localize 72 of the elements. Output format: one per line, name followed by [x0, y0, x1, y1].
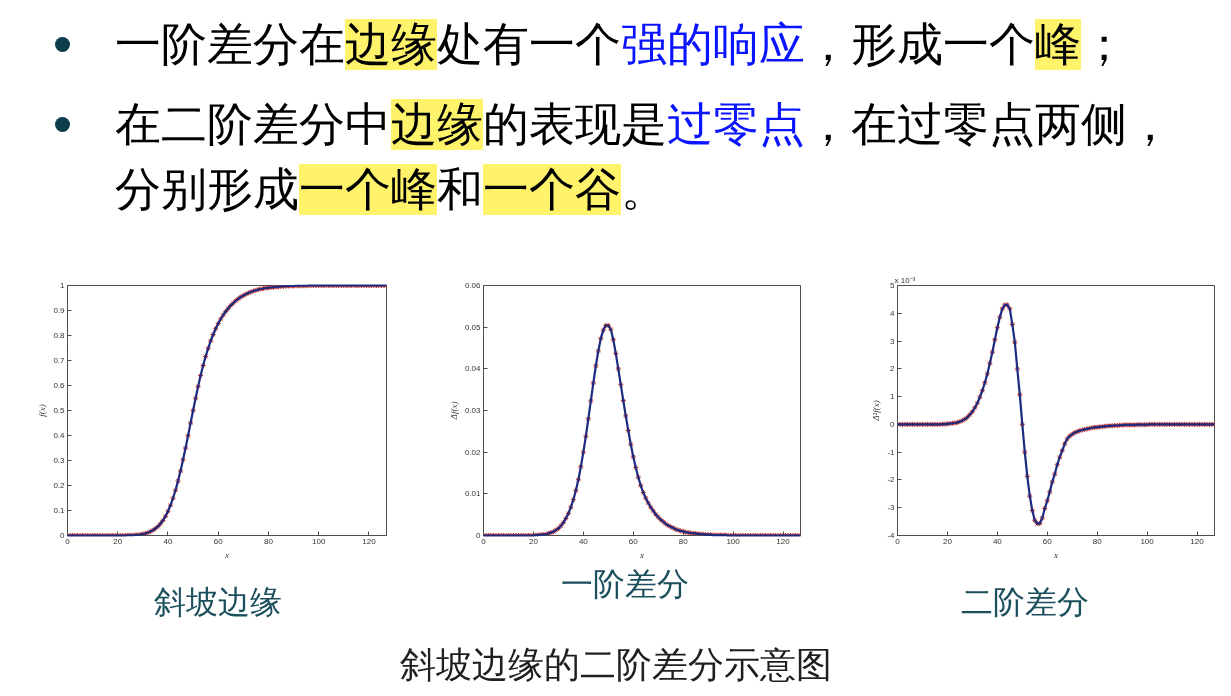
text: 一阶差分 — [560, 564, 689, 603]
x-axis-title: x — [1053, 549, 1058, 560]
x-tick-label: 80 — [264, 536, 274, 546]
x-tick-label: 80 — [1092, 536, 1103, 546]
y-tick-label: 1 — [890, 392, 896, 402]
y-tick-label: 5 — [890, 281, 896, 290]
y-tick-label: 2 — [890, 364, 896, 374]
text: 分别形成 — [115, 164, 299, 215]
y-axis-title: f(x) — [37, 404, 48, 417]
y-tick-label: -2 — [887, 475, 896, 485]
y-tick-label: 0.01 — [464, 489, 482, 499]
text: 边缘 — [345, 19, 437, 70]
text: 一阶差分在 — [115, 19, 345, 70]
text: 边缘 — [391, 99, 483, 150]
y-tick-label: 0.06 — [464, 281, 482, 290]
y-axis-title: Δf(x) — [448, 401, 459, 421]
text: 强的响应 — [621, 19, 805, 70]
x-axis-title: x — [639, 549, 644, 560]
y-tick-label: 0.3 — [53, 456, 66, 465]
text: 斜坡边缘的二阶差分示意图 — [399, 644, 832, 685]
text: 一个峰 — [299, 164, 437, 215]
y-tick-label: 0.03 — [464, 406, 482, 415]
text: 一个谷 — [483, 164, 621, 215]
x-tick-label: 20 — [113, 536, 123, 546]
y-tick-label: 3 — [890, 336, 896, 346]
text: 在二阶差分中 — [115, 99, 391, 150]
text: 峰 — [1035, 19, 1081, 70]
x-tick-label: 100 — [312, 536, 326, 546]
x-tick-label: 40 — [992, 536, 1003, 546]
text: ； — [1081, 19, 1127, 70]
text: 过零点 — [667, 99, 805, 150]
y-tick-label: 0 — [890, 419, 896, 429]
x-tick-label: 20 — [528, 536, 539, 546]
x-tick-label: 100 — [1140, 536, 1155, 546]
y-tick-label: 0.2 — [53, 481, 66, 490]
text: ，在过零点两侧， — [805, 99, 1173, 150]
x-tick-label: 100 — [726, 536, 741, 546]
y-tick-label: 0.9 — [53, 306, 66, 315]
y-axis-title: Δ²f(x) — [871, 400, 882, 422]
y-tick-label: -4 — [887, 531, 896, 540]
x-tick-label: 60 — [628, 536, 639, 546]
x-axis-title: x — [224, 549, 229, 560]
y-tick-label: 0.1 — [53, 506, 66, 515]
y-tick-label: 0.05 — [464, 322, 482, 332]
text: 斜坡边缘 — [153, 583, 282, 621]
x-tick-label: 40 — [578, 536, 589, 546]
x-tick-label: 80 — [678, 536, 689, 546]
x-tick-label: 40 — [163, 536, 173, 546]
y-tick-label: 4 — [890, 308, 896, 318]
y-tick-label: 0.7 — [53, 356, 66, 365]
y-tick-label: 0.8 — [53, 331, 66, 340]
text: 二阶差分 — [960, 583, 1089, 621]
y-tick-label: 0.5 — [53, 406, 66, 415]
y-tick-label: 0.4 — [53, 431, 66, 440]
x-tick-label: 60 — [213, 536, 224, 546]
x-tick-label: 60 — [1042, 536, 1053, 546]
text: 处有一个 — [437, 19, 621, 70]
y-tick-label: 0.6 — [53, 381, 66, 390]
x-tick-label: 120 — [1190, 536, 1205, 546]
y-tick-label: 0.02 — [464, 447, 482, 457]
x-tick-label: 20 — [942, 536, 953, 546]
y-tick-label: -1 — [887, 447, 896, 457]
y-tick-label: 0.04 — [464, 364, 482, 374]
x-tick-label: 120 — [362, 536, 377, 546]
text: ，形成一个 — [805, 19, 1035, 70]
text: 的表现是 — [483, 99, 667, 150]
text: 和 — [437, 164, 483, 215]
y-tick-label: -3 — [887, 503, 896, 513]
y-tick-label: 1 — [60, 281, 66, 290]
text: x 10⁻³ — [894, 276, 916, 285]
x-tick-label: 120 — [776, 536, 791, 546]
text: 。 — [621, 164, 667, 215]
